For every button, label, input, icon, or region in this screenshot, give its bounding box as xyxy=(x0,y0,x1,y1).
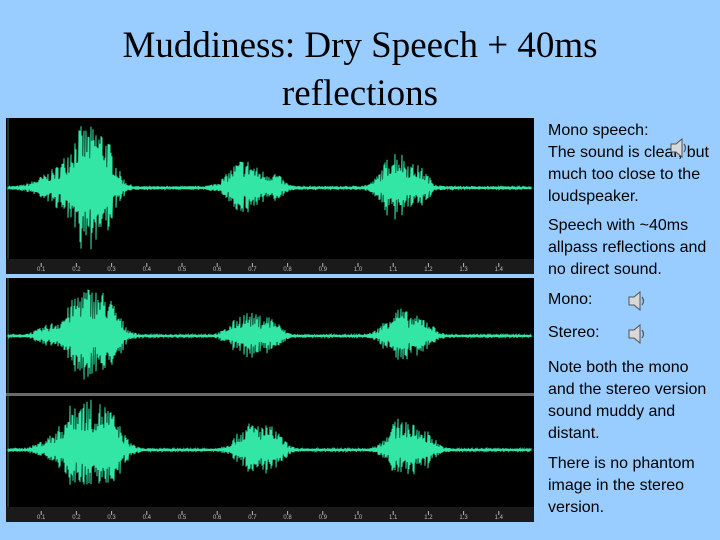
tick-label: 1.1 xyxy=(389,267,398,273)
tick-label: 0.4 xyxy=(143,515,152,521)
title-line-1: Muddiness: Dry Speech + 40ms xyxy=(122,25,598,66)
tick-label: 0.4 xyxy=(143,267,152,273)
mono-speech-heading: Mono speech: xyxy=(548,122,649,139)
tick-label: 0.6 xyxy=(213,515,222,521)
speaker-icon[interactable] xyxy=(626,289,650,313)
mono-row: Mono: xyxy=(548,289,716,311)
tick-label: 1.1 xyxy=(389,515,398,521)
mono-speech-text: The sound is clear, but much too close t… xyxy=(548,144,709,205)
title-line-2: reflections xyxy=(281,73,439,114)
reflections-text: Speech with ~40ms allpass reflections an… xyxy=(548,217,707,278)
waveform-reflections-stereo: 0.1 0.2 0.3 0.4 0.5 0.6 0.7 0.8 0.9 1.0 1.1 1.2 1.3 1… xyxy=(6,278,534,522)
waveform-reflections-svg: 0.1 0.2 0.3 0.4 0.5 0.6 0.7 0.8 0.9 1.0 1.1 1.2 1.3 1… xyxy=(6,278,534,522)
waveform-trace-right xyxy=(7,399,532,485)
tick-label: 0.7 xyxy=(248,267,257,273)
tick-label: 0.9 xyxy=(319,267,328,273)
speaker-icon[interactable] xyxy=(626,322,650,346)
tick-label: 0.5 xyxy=(178,267,187,273)
tick-label: 1.0 xyxy=(354,515,363,521)
tick-label: 0.3 xyxy=(107,515,116,521)
time-ruler: 0.1 0.2 0.3 0.4 0.5 0.6 0.7 0.8 0.9 1.0 1.1 1.2 1.3 1… xyxy=(37,263,504,273)
tick-label: 0.1 xyxy=(37,267,46,273)
slide-title: Muddiness: Dry Speech + 40ms reflections xyxy=(60,22,660,118)
tick-label: 0.6 xyxy=(213,267,222,273)
mono-label: Mono: xyxy=(548,291,593,308)
note-muddy: Note both the mono and the stereo versio… xyxy=(548,357,716,445)
stereo-label: Stereo: xyxy=(548,324,600,341)
tick-label: 0.9 xyxy=(319,515,328,521)
tick-label: 1.2 xyxy=(424,515,433,521)
waveform-trace xyxy=(7,126,532,250)
tick-label: 1.0 xyxy=(354,267,363,273)
tick-label: 1.4 xyxy=(495,267,504,273)
tick-label: 0.3 xyxy=(107,267,116,273)
tick-label: 1.2 xyxy=(424,267,433,273)
phantom-text: There is no phantom image in the stereo … xyxy=(548,455,695,516)
tick-label: 0.8 xyxy=(283,267,292,273)
note-mono-speech: Mono speech: The sound is clear, but muc… xyxy=(548,120,716,208)
waveform-trace-left xyxy=(7,289,532,380)
speaker-icon[interactable] xyxy=(668,136,692,160)
note-text: Note both the mono and the stereo versio… xyxy=(548,359,707,442)
tick-label: 0.5 xyxy=(178,515,187,521)
tick-label: 1.3 xyxy=(459,515,468,521)
time-ruler: 0.1 0.2 0.3 0.4 0.5 0.6 0.7 0.8 0.9 1.0 1.1 1.2 1.3 1… xyxy=(37,511,504,521)
tick-label: 0.2 xyxy=(72,267,81,273)
tick-label: 1.4 xyxy=(495,515,504,521)
tick-label: 0.8 xyxy=(283,515,292,521)
stereo-row: Stereo: xyxy=(548,322,716,344)
note-reflections: Speech with ~40ms allpass reflections an… xyxy=(548,215,716,281)
tick-label: 0.2 xyxy=(72,515,81,521)
note-phantom: There is no phantom image in the stereo … xyxy=(548,453,716,519)
waveform-dry-speech: 0.1 0.2 0.3 0.4 0.5 0.6 0.7 0.8 0.9 1.0 1.1 1.2 1.3 1… xyxy=(6,118,534,274)
waveform-dry-speech-svg: 0.1 0.2 0.3 0.4 0.5 0.6 0.7 0.8 0.9 1.0 1.1 1.2 1.3 1… xyxy=(6,118,534,274)
tick-label: 0.7 xyxy=(248,515,257,521)
tick-label: 1.3 xyxy=(459,267,468,273)
tick-label: 0.1 xyxy=(37,515,46,521)
